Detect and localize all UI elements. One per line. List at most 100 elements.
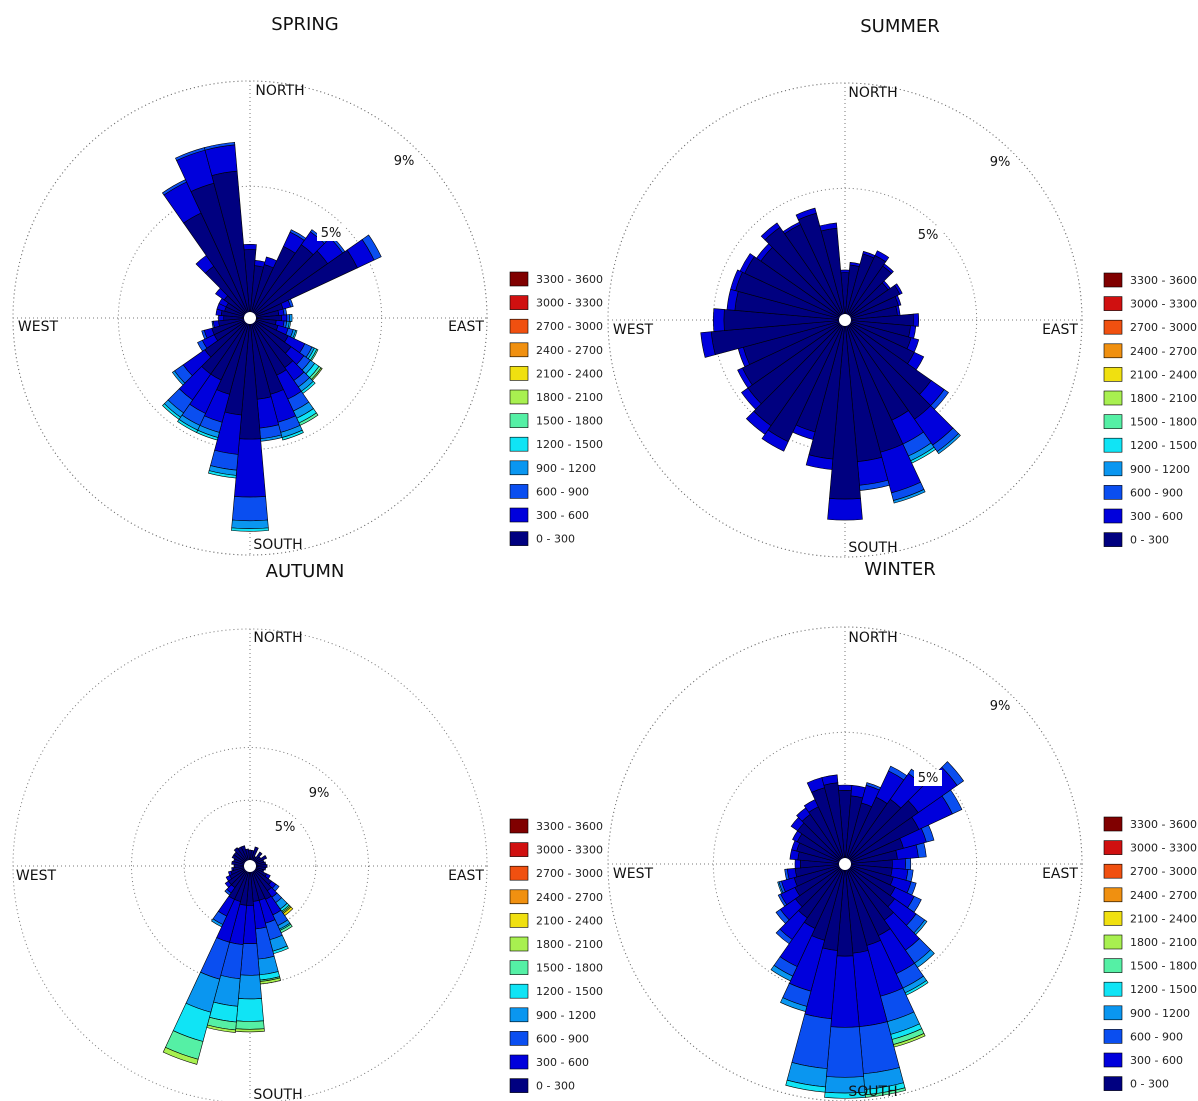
wedges-summer [700, 207, 961, 521]
wedge-summer-s18-b1 [827, 498, 863, 521]
wedge-autumn-s20-b6 [162, 1046, 199, 1065]
title-winter: WINTER [864, 559, 935, 580]
wedge-winter-s9-b2 [905, 857, 912, 871]
legend-label: 3300 - 3600 [1130, 274, 1197, 287]
legend-label: 600 - 900 [1130, 1030, 1183, 1043]
wedge-spring-s9-b2 [286, 314, 290, 322]
wedge-winter-s8-b2 [915, 842, 927, 858]
legend-swatch [1103, 508, 1123, 524]
wedge-winter-s20-b3 [780, 997, 808, 1012]
label-north: NORTH [255, 83, 304, 99]
ring-label-9%: 9% [990, 699, 1011, 714]
legend-swatch [1103, 319, 1123, 335]
legend-label: 600 - 900 [536, 485, 589, 498]
legend-swatch [1103, 390, 1123, 406]
center-hole [244, 312, 256, 324]
legend-label: 1500 - 1800 [536, 962, 603, 975]
wedge-summer-s3-b1 [874, 250, 890, 263]
label-west: WEST [613, 866, 654, 882]
wedge-autumn-s21-b3 [211, 918, 224, 928]
label-west: WEST [18, 319, 59, 335]
legend-swatch [1103, 887, 1123, 903]
label-south: SOUTH [253, 537, 302, 553]
legend-label: 1200 - 1500 [1130, 983, 1197, 996]
center-hole [839, 314, 851, 326]
wedge-spring-s26-b2 [211, 320, 215, 329]
wedge-summer-s29-b1 [730, 269, 743, 292]
legend-swatch [1103, 981, 1123, 997]
wedge-winter-s0-b1 [837, 784, 853, 791]
ring-label-5%: 5% [275, 820, 296, 835]
wedge-summer-s27-b1 [713, 308, 725, 332]
wedge-spring-s18-b4 [231, 527, 269, 532]
legend-swatch [1103, 367, 1123, 382]
title-autumn: AUTUMN [266, 561, 345, 582]
legend-label: 1800 - 2100 [1130, 392, 1197, 405]
legend-label: 1500 - 1800 [1130, 416, 1197, 429]
wedge-winter-s25-b3 [777, 881, 784, 894]
wedge-winter-s5-b2 [941, 761, 965, 786]
legend-swatch [509, 1054, 529, 1070]
legend-label: 300 - 600 [1130, 510, 1183, 523]
legend-swatch [509, 913, 529, 928]
label-north: NORTH [848, 85, 897, 101]
legend-swatch [509, 1078, 529, 1093]
wedge-autumn-s18-b6 [235, 1028, 265, 1033]
legend-label: 0 - 300 [536, 533, 575, 546]
legend-label: 2400 - 2700 [1130, 345, 1197, 358]
wedge-autumn-s23-b1 [224, 880, 232, 888]
legend-swatch [509, 983, 529, 999]
label-north: NORTH [848, 630, 897, 646]
legend-label: 600 - 900 [1130, 486, 1183, 499]
ring-label-bg [986, 698, 1014, 714]
legend-swatch [509, 366, 529, 381]
legend-label: 1200 - 1500 [536, 985, 603, 998]
wedge-winter-s24-b2 [777, 893, 788, 907]
legend-label: 900 - 1200 [1130, 463, 1190, 476]
legend-swatch [509, 460, 529, 476]
wedge-autumn-s18-b2 [240, 943, 260, 976]
legend-label: 2700 - 3000 [536, 867, 603, 880]
wedge-autumn-s25-b1 [228, 870, 233, 876]
legend-swatch [509, 960, 529, 975]
ring-label-9%: 9% [990, 155, 1011, 170]
wedge-summer-s30-b1 [739, 253, 755, 274]
label-east: EAST [1042, 866, 1078, 882]
wedge-spring-s35-b2 [203, 141, 236, 151]
legend-label: 900 - 1200 [1130, 1007, 1190, 1020]
legend-label: 1200 - 1500 [1130, 439, 1197, 452]
wedge-winter-s19-b4 [785, 1079, 826, 1093]
legend-swatch [1103, 1005, 1123, 1021]
legend-swatch [1103, 958, 1123, 973]
legend-label: 2400 - 2700 [1130, 889, 1197, 902]
wedge-winter-s23-b2 [775, 908, 790, 925]
wedge-autumn-s32-b0 [233, 847, 251, 867]
legend-swatch [509, 531, 529, 546]
wedge-autumn-s9-b0 [249, 864, 268, 868]
wedge-summer-s26-b1 [700, 331, 716, 358]
legend-label: 600 - 900 [536, 1032, 589, 1045]
legend-label: 300 - 600 [536, 509, 589, 522]
legend-label: 2400 - 2700 [536, 891, 603, 904]
wedge-summer-s7-b1 [894, 295, 902, 307]
legend-swatch [509, 271, 529, 287]
wedge-winter-s27-b1 [794, 859, 801, 869]
wedge-winter-s7-b2 [920, 824, 935, 843]
label-east: EAST [448, 868, 484, 884]
legend-swatch [509, 484, 529, 499]
legend-swatch [509, 865, 529, 881]
wedge-spring-s18-b3 [231, 519, 269, 529]
legend-label: 2700 - 3000 [1130, 865, 1197, 878]
legend-label: 0 - 300 [1130, 1078, 1169, 1091]
wedge-winter-s26-b2 [784, 868, 790, 881]
legend-label: 3000 - 3300 [1130, 842, 1197, 855]
wedge-spring-s19-b4 [208, 470, 237, 479]
legend-label: 1500 - 1800 [536, 415, 603, 428]
legend-swatch [1103, 816, 1123, 832]
legend-swatch [1103, 840, 1123, 855]
center-hole [839, 858, 851, 870]
legend-swatch [1103, 532, 1123, 547]
legend-swatch [509, 507, 529, 523]
legend-label: 0 - 300 [1130, 534, 1169, 547]
ring-label-bg [914, 770, 942, 786]
